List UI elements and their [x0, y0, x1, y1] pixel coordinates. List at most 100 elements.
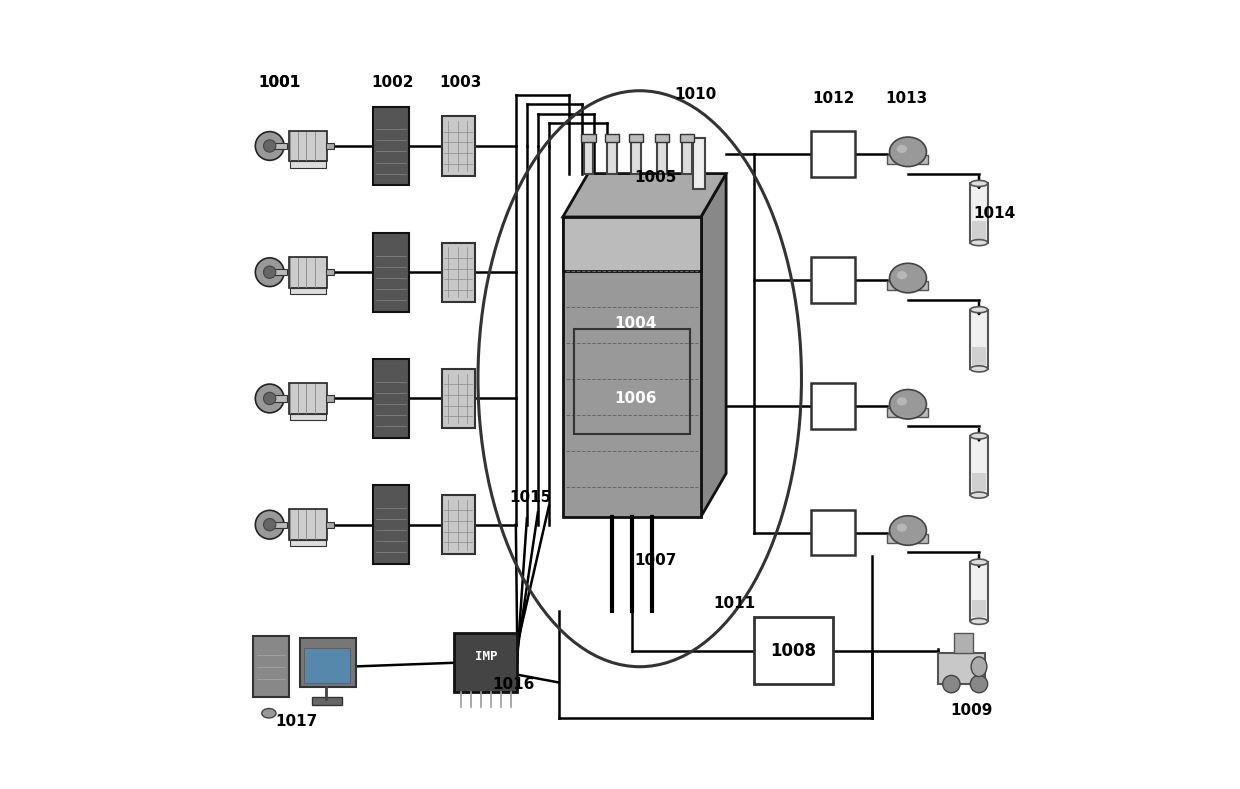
Bar [312, 697, 342, 705]
Bar [682, 138, 692, 174]
Bar [373, 359, 409, 438]
Bar [582, 134, 595, 142]
Bar [972, 600, 986, 617]
Bar [290, 288, 326, 294]
Bar [584, 138, 593, 174]
Bar [605, 134, 619, 142]
Bar [289, 130, 327, 162]
Bar [954, 633, 973, 653]
Text: 1001: 1001 [258, 75, 300, 91]
Bar [563, 217, 701, 517]
Text: 1011: 1011 [713, 596, 755, 611]
Bar [289, 510, 327, 540]
Ellipse shape [971, 656, 987, 677]
Bar [811, 257, 854, 303]
Ellipse shape [889, 137, 926, 166]
Bar [289, 257, 327, 288]
Ellipse shape [971, 433, 988, 439]
Bar [888, 155, 929, 164]
Bar [937, 653, 986, 684]
Circle shape [255, 258, 284, 286]
Bar [454, 633, 517, 693]
Text: 1005: 1005 [635, 170, 677, 185]
Bar [300, 638, 356, 687]
Text: 1008: 1008 [770, 642, 817, 660]
Polygon shape [701, 174, 727, 517]
Bar [441, 117, 475, 176]
Circle shape [264, 140, 275, 152]
Bar [631, 138, 641, 174]
Bar [290, 540, 326, 546]
Bar [971, 436, 988, 495]
Ellipse shape [897, 398, 906, 406]
Bar [373, 107, 409, 185]
Bar [574, 330, 689, 434]
Ellipse shape [971, 181, 988, 186]
Ellipse shape [971, 492, 988, 498]
Bar [693, 138, 704, 189]
Text: 1002: 1002 [372, 75, 414, 91]
Bar [289, 383, 327, 414]
Text: 1015: 1015 [510, 489, 552, 505]
Bar [290, 413, 326, 420]
Circle shape [971, 675, 988, 693]
Bar [811, 131, 854, 177]
Ellipse shape [262, 709, 277, 718]
Text: 1014: 1014 [973, 205, 1016, 221]
Bar [373, 485, 409, 564]
Bar [811, 383, 854, 429]
Text: 1007: 1007 [635, 552, 677, 568]
Text: 1001: 1001 [258, 75, 300, 91]
Text: 1017: 1017 [275, 714, 317, 730]
Text: 1006: 1006 [615, 391, 657, 406]
Circle shape [942, 675, 960, 693]
Ellipse shape [971, 307, 988, 312]
Bar [972, 347, 986, 365]
Circle shape [255, 510, 284, 539]
Bar [971, 562, 988, 622]
Bar [888, 408, 929, 417]
Bar [972, 221, 986, 238]
Text: 1012: 1012 [812, 91, 854, 107]
Circle shape [264, 518, 275, 531]
Ellipse shape [889, 264, 926, 293]
Bar [971, 310, 988, 369]
Bar [272, 395, 286, 402]
Ellipse shape [971, 559, 988, 565]
Ellipse shape [889, 390, 926, 419]
Bar [441, 369, 475, 428]
Circle shape [264, 266, 275, 279]
Bar [608, 138, 616, 174]
Bar [272, 522, 286, 528]
Bar [326, 522, 335, 528]
Bar [754, 617, 833, 685]
Ellipse shape [897, 145, 906, 153]
Ellipse shape [897, 271, 906, 279]
Circle shape [255, 132, 284, 160]
Bar [441, 495, 475, 554]
Bar [326, 269, 335, 275]
Polygon shape [563, 174, 727, 217]
Bar [657, 138, 667, 174]
Text: 1013: 1013 [885, 91, 928, 107]
Bar [888, 282, 929, 290]
Bar [441, 243, 475, 301]
Circle shape [255, 384, 284, 413]
Bar [811, 510, 854, 555]
Ellipse shape [897, 524, 906, 532]
Bar [655, 134, 668, 142]
Text: 1003: 1003 [439, 75, 482, 91]
Bar [971, 184, 988, 243]
Bar [563, 217, 701, 271]
Bar [272, 143, 286, 149]
Bar [326, 395, 335, 402]
Bar [272, 269, 286, 275]
Bar [373, 233, 409, 312]
Ellipse shape [971, 240, 988, 245]
Ellipse shape [889, 516, 926, 545]
Ellipse shape [971, 619, 988, 624]
Bar [253, 636, 289, 697]
Text: 1004: 1004 [615, 316, 657, 331]
Bar [326, 143, 335, 149]
Bar [888, 534, 929, 543]
